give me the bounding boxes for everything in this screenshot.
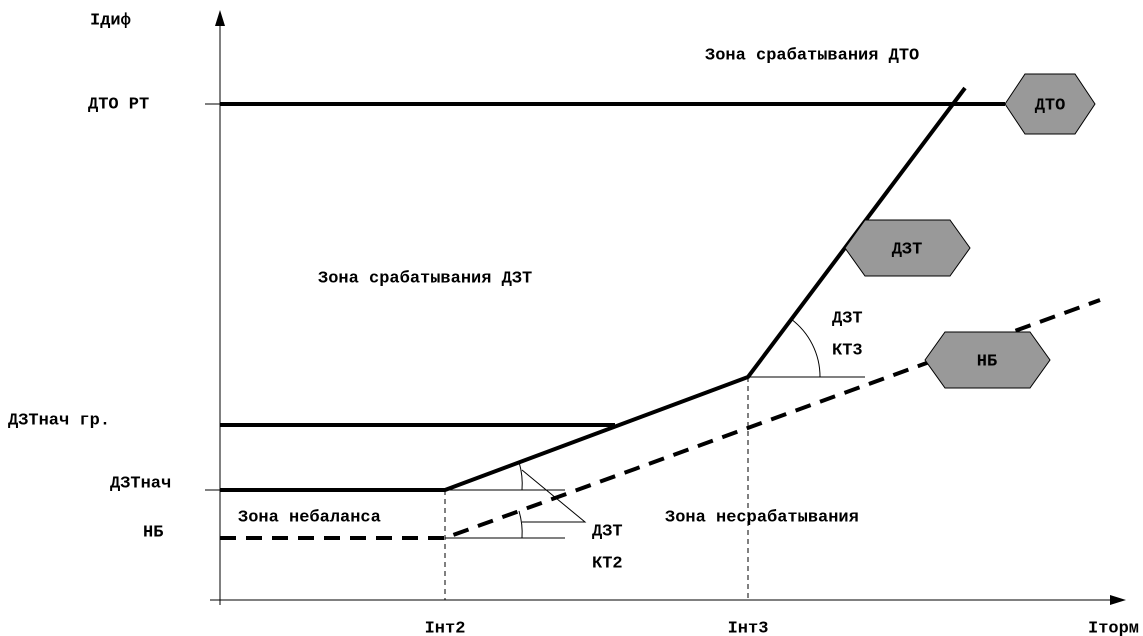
tag-shape	[844, 219, 971, 277]
y-label: Iдиф	[90, 11, 131, 30]
pointer	[521, 469, 587, 523]
zone-label: Зона несрабатывания	[665, 508, 859, 527]
slope-label: КТ2	[592, 554, 623, 573]
breakpoint-label: Iнт2	[425, 619, 466, 636]
slope-label: ДЗТ	[592, 522, 623, 541]
level-label: ДЗТнач гр.	[8, 411, 110, 430]
level-label: ДТО РТ	[88, 95, 149, 114]
angle-arc	[518, 461, 523, 491]
level-label: ДЗТнач	[110, 474, 171, 493]
x-arrow	[1110, 595, 1126, 605]
x-label: Iторм	[1088, 619, 1139, 636]
tag-shape	[924, 331, 1051, 389]
tag-label: ДТО	[1035, 96, 1066, 115]
slope-label: ДЗТ	[832, 309, 863, 328]
angle-arc	[518, 510, 523, 539]
dzt-characteristic	[220, 86, 967, 492]
zone-label: Зона срабатывания ДЗТ	[318, 269, 532, 288]
zone-label: Зона срабатывания ДТО	[705, 46, 919, 65]
tag-label: НБ	[977, 352, 997, 371]
slope-label: КТ3	[832, 341, 863, 360]
angle-arc	[790, 318, 821, 378]
breakpoint-label: Iнт3	[728, 619, 769, 636]
level-label: НБ	[143, 523, 163, 542]
y-arrow	[215, 10, 225, 26]
tag-shape	[1004, 73, 1096, 135]
nb-line	[220, 298, 1101, 540]
tag-label: ДЗТ	[892, 240, 923, 259]
zone-label: Зона небаланса	[238, 508, 381, 527]
